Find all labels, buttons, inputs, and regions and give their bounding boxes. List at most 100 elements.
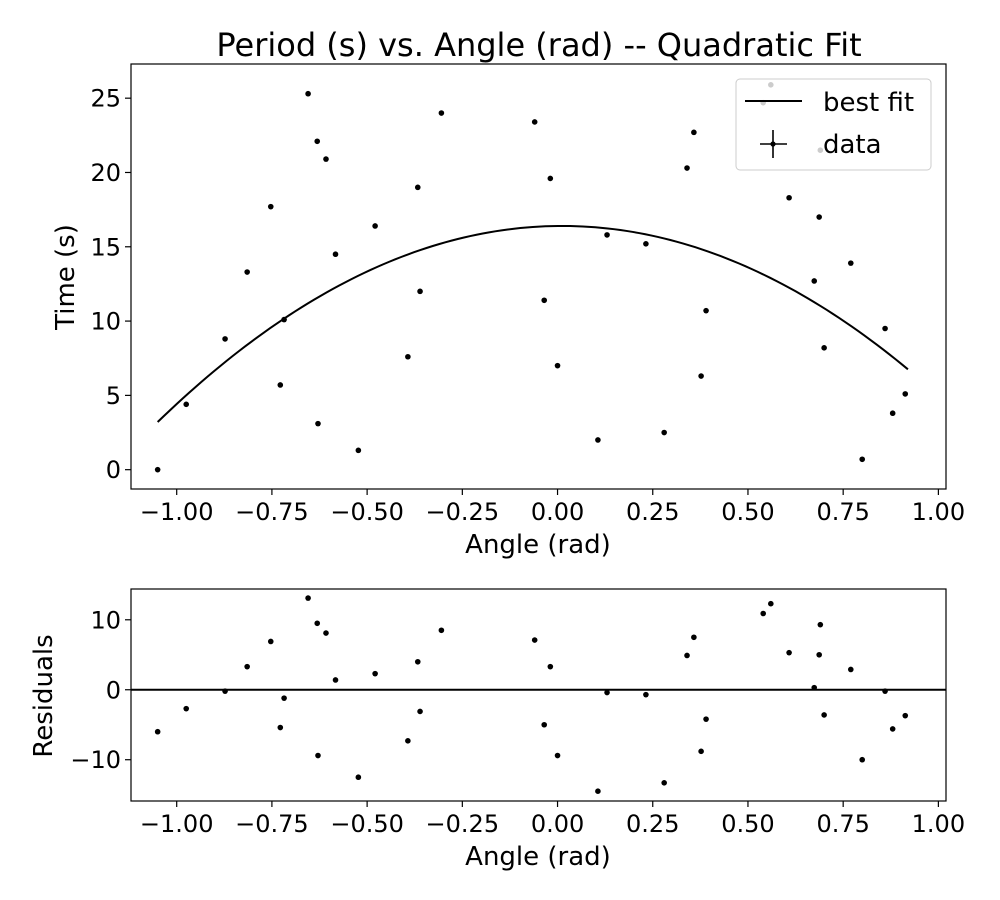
main-plot-data-point bbox=[315, 420, 321, 427]
residuals-data-point bbox=[315, 752, 321, 759]
legend-best-fit-label: best fit bbox=[823, 88, 914, 118]
residuals-data-point bbox=[405, 738, 411, 744]
residuals-data-point bbox=[244, 663, 250, 670]
main-plot-y-tick-label: 5 bbox=[106, 382, 121, 410]
main-plot-data-point bbox=[267, 203, 274, 210]
residuals-data-point bbox=[267, 638, 274, 645]
main-plot-x-tick-label: 0.25 bbox=[626, 498, 679, 526]
residuals-data-point bbox=[281, 695, 287, 701]
residuals-data-point bbox=[554, 752, 561, 759]
residuals-data-point bbox=[417, 708, 423, 715]
main-plot-data-point bbox=[438, 110, 445, 116]
main-plot-data-point bbox=[372, 223, 378, 229]
main-plot-data-point bbox=[531, 119, 538, 125]
residuals-data-point bbox=[372, 670, 378, 677]
main-plot-data-point bbox=[323, 156, 329, 162]
main-plot-data-point bbox=[703, 307, 709, 314]
main-plot-x-tick-label: −0.25 bbox=[426, 498, 500, 526]
main-plot-data-point bbox=[314, 138, 321, 145]
residuals-data-point bbox=[277, 724, 284, 731]
main-plot-data-point bbox=[821, 345, 827, 351]
residuals-data-point bbox=[661, 780, 667, 786]
main-plot-data-point bbox=[786, 194, 792, 201]
legend: best fit data bbox=[735, 78, 932, 171]
residuals-y-axis-label: Residuals bbox=[29, 634, 59, 757]
residuals-data-point bbox=[595, 788, 601, 794]
main-plot-data-point bbox=[604, 232, 610, 238]
residuals-x-tick-label: 0.25 bbox=[626, 810, 679, 838]
residuals-x-tick-label: −0.50 bbox=[330, 810, 404, 838]
main-plot-x-tick-label: −0.50 bbox=[330, 498, 404, 526]
residuals-data-point bbox=[691, 634, 697, 641]
residuals-data-point bbox=[816, 651, 822, 658]
main-plot-data-point bbox=[281, 316, 287, 323]
residuals-x-tick-label: 1.00 bbox=[912, 810, 965, 838]
main-plot-y-tick-label: 20 bbox=[90, 159, 121, 187]
residuals-y-ticks: −10 0 10 bbox=[70, 606, 131, 774]
main-plot-data-point bbox=[154, 466, 161, 473]
main-plot-data-point bbox=[414, 184, 421, 191]
main-plot-data-point bbox=[244, 269, 250, 275]
residuals-data-point bbox=[305, 595, 311, 601]
residuals-data-point bbox=[314, 620, 321, 627]
residuals-frame bbox=[130, 588, 947, 802]
main-plot-data-point bbox=[183, 401, 190, 408]
residuals-y-tick-label: 10 bbox=[90, 606, 121, 634]
residuals-x-axis-label: Angle (rad) bbox=[465, 842, 611, 872]
residuals-y-tick-label: 0 bbox=[106, 676, 121, 704]
main-plot-panel: Period (s) vs. Angle (rad) -- Quadratic … bbox=[51, 26, 965, 560]
main-plot-x-ticks: −1.00 −0.75 −0.50 −0.25 0.00 0.25 0.50 0.75 1.00 bbox=[140, 489, 965, 526]
main-plot-data-point bbox=[547, 175, 554, 182]
main-plot-data-point bbox=[277, 382, 284, 388]
residuals-data-point bbox=[703, 716, 709, 722]
main-plot-data-point bbox=[847, 260, 854, 266]
residuals-data-point bbox=[222, 688, 228, 694]
main-plot-data-point bbox=[816, 214, 822, 220]
main-plot-data-point bbox=[417, 288, 423, 295]
residuals-data-point bbox=[684, 652, 690, 659]
main-plot-data-point bbox=[882, 325, 888, 332]
main-plot-x-tick-label: 0.00 bbox=[531, 498, 584, 526]
residuals-data-point bbox=[604, 689, 610, 696]
residuals-data-point bbox=[332, 677, 339, 683]
main-plot-data-point bbox=[595, 437, 601, 443]
residuals-x-tick-label: 0.75 bbox=[816, 810, 869, 838]
residuals-data-point bbox=[438, 627, 445, 634]
residuals-data-point bbox=[541, 721, 548, 728]
main-plot-frame bbox=[130, 63, 947, 490]
main-plot-data-point bbox=[643, 241, 649, 247]
residuals-x-tick-label: −0.75 bbox=[235, 810, 309, 838]
residuals-data-point bbox=[760, 610, 766, 617]
main-plot-x-axis-label: Angle (rad) bbox=[465, 530, 611, 560]
residuals-x-ticks: −1.00 −0.75 −0.50 −0.25 0.00 0.25 0.50 0.75 1.00 bbox=[140, 801, 965, 838]
residuals-data-point bbox=[768, 600, 774, 607]
main-plot-x-tick-label: −0.75 bbox=[235, 498, 309, 526]
residuals-data-point bbox=[821, 712, 827, 718]
main-plot-data-point bbox=[405, 353, 411, 360]
residuals-data-point bbox=[882, 688, 888, 694]
main-plot-data-point bbox=[859, 456, 866, 463]
main-plot-x-tick-label: 0.75 bbox=[816, 498, 869, 526]
legend-data-label: data bbox=[823, 130, 882, 160]
main-plot-data-point bbox=[889, 410, 896, 417]
main-plot-x-tick-label: 0.50 bbox=[721, 498, 774, 526]
residuals-data-point bbox=[547, 663, 554, 670]
residuals-x-tick-label: −1.00 bbox=[140, 810, 214, 838]
residuals-data-point bbox=[698, 748, 704, 755]
best-fit-curve bbox=[156, 224, 909, 423]
residuals-x-tick-label: 0.50 bbox=[721, 810, 774, 838]
legend-data-marker-dot-icon bbox=[770, 141, 776, 147]
main-plot-x-tick-label: −1.00 bbox=[140, 498, 214, 526]
main-plot-data-point bbox=[332, 251, 339, 258]
main-plot-data-point bbox=[902, 391, 909, 397]
main-plot-y-tick-label: 25 bbox=[90, 85, 121, 113]
main-plot-y-tick-label: 0 bbox=[106, 456, 121, 484]
main-plot-data-point bbox=[661, 429, 667, 436]
residuals-data-point bbox=[786, 649, 792, 656]
residuals-data-point bbox=[889, 726, 896, 732]
main-plot-y-tick-label: 15 bbox=[90, 233, 121, 261]
residuals-data-point bbox=[859, 756, 866, 763]
main-plot-x-tick-label: 1.00 bbox=[912, 498, 965, 526]
main-plot-data-point bbox=[305, 90, 311, 97]
